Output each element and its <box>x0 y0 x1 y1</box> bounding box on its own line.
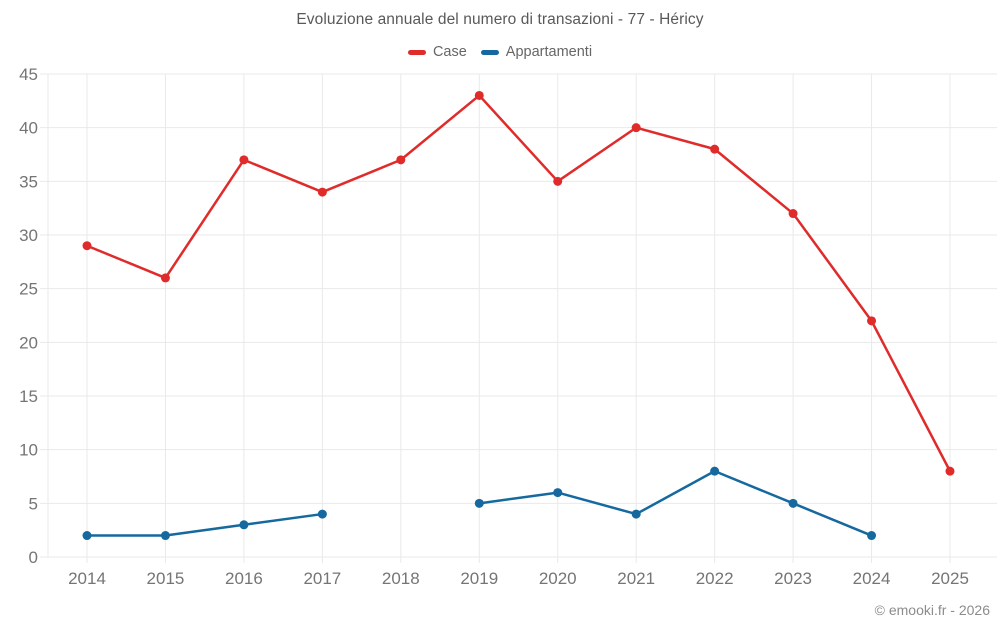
series-line-appartamenti <box>85 512 324 537</box>
y-tick-label: 0 <box>29 548 38 567</box>
data-point-appartamenti-2021 <box>631 509 641 519</box>
data-point-case-2018 <box>396 155 406 165</box>
legend-label-appartamenti: Appartamenti <box>505 44 593 60</box>
x-tick-label: 2016 <box>225 569 263 588</box>
series-line-case <box>85 94 952 473</box>
y-tick-label: 25 <box>19 280 38 299</box>
x-tick-label: 2014 <box>68 569 106 588</box>
data-point-case-2017 <box>317 187 327 197</box>
data-point-appartamenti-2022 <box>710 466 720 476</box>
x-tick-label: 2022 <box>696 569 734 588</box>
copyright-footer: © emooki.fr - 2026 <box>874 602 990 618</box>
chart-title: Evoluzione annuale del numero di transaz… <box>296 11 704 28</box>
data-point-appartamenti-2019 <box>474 498 484 508</box>
y-tick-label: 10 <box>19 441 38 460</box>
y-tick-label: 30 <box>19 226 38 245</box>
y-tick-label: 5 <box>29 494 38 513</box>
data-point-case-2014 <box>82 241 92 251</box>
x-tick-label: 2019 <box>460 569 498 588</box>
data-point-case-2025 <box>945 466 955 476</box>
data-point-case-2020 <box>553 176 563 186</box>
x-tick-label: 2020 <box>539 569 577 588</box>
x-tick-label: 2017 <box>303 569 341 588</box>
data-point-case-2019 <box>474 90 484 100</box>
data-point-case-2015 <box>160 273 170 283</box>
y-tick-label: 15 <box>19 387 38 406</box>
y-tick-label: 20 <box>19 333 38 352</box>
series-line-appartamenti <box>478 469 873 537</box>
data-point-appartamenti-2014 <box>82 531 92 541</box>
data-point-appartamenti-2016 <box>239 520 249 530</box>
x-tick-label: 2015 <box>147 569 185 588</box>
data-point-appartamenti-2020 <box>553 488 563 498</box>
case-legend-marker-icon <box>407 49 426 55</box>
x-tick-label: 2024 <box>853 569 891 588</box>
data-point-appartamenti-2023 <box>788 498 798 508</box>
legend-item-case[interactable]: Case <box>407 44 467 60</box>
legend-label-case: Case <box>432 44 467 60</box>
x-tick-label: 2018 <box>382 569 420 588</box>
y-tick-label: 35 <box>19 172 38 191</box>
data-point-case-2023 <box>788 209 798 219</box>
data-point-case-2022 <box>710 144 720 154</box>
appartamenti-legend-marker-icon <box>480 49 499 55</box>
y-tick-label: 45 <box>19 65 38 84</box>
data-point-case-2024 <box>867 316 877 326</box>
legend-item-appartamenti[interactable]: Appartamenti <box>480 44 593 60</box>
data-point-appartamenti-2024 <box>867 531 877 541</box>
data-point-appartamenti-2017 <box>317 509 327 519</box>
data-point-case-2016 <box>239 155 249 165</box>
x-tick-label: 2025 <box>931 569 969 588</box>
x-tick-label: 2023 <box>774 569 812 588</box>
chart-legend: Case Appartamenti <box>0 44 1000 60</box>
data-point-appartamenti-2015 <box>160 531 170 541</box>
y-tick-label: 40 <box>19 119 38 138</box>
x-tick-label: 2021 <box>617 569 655 588</box>
data-point-case-2021 <box>631 123 641 133</box>
